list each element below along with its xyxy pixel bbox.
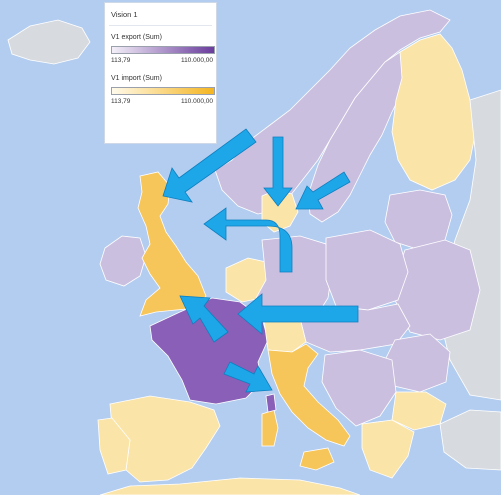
legend-import-min: 113,79 [111,98,131,105]
flow-arrows [162,128,359,393]
region-balkans[interactable] [321,349,397,427]
flow-arrow-denmark-uk[interactable] [203,207,293,273]
legend-separator [109,25,212,26]
region-turkey[interactable] [439,409,501,471]
region-sicily[interactable] [299,447,335,471]
flow-arrow-france-italy[interactable] [223,361,273,393]
legend-title: Vision 1 [111,10,138,19]
region-north-africa[interactable] [99,477,361,495]
legend-panel: Vision 1 V1 export (Sum) 113,79 110.000,… [104,2,217,144]
region-sardinia[interactable] [261,409,279,447]
flow-arrow-france-uk[interactable] [179,295,229,343]
flow-arrow-germany-france[interactable] [237,293,359,335]
region-greece[interactable] [361,419,415,479]
legend-export-min: 113,79 [111,57,131,64]
region-corsica[interactable] [265,393,277,413]
legend-import-max: 110.000,00 [180,98,213,105]
region-iceland[interactable] [7,19,91,65]
region-finland[interactable] [391,33,477,191]
region-portugal[interactable] [97,417,131,475]
flow-arrow-sweden-east-denmark[interactable] [295,171,351,210]
legend-import-gradient [111,87,215,95]
legend-import-label: V1 import (Sum) [111,75,162,82]
region-italy[interactable] [267,343,351,447]
region-ireland[interactable] [99,235,147,287]
region-poland[interactable] [325,229,409,311]
legend-export-gradient [111,46,215,54]
legend-export-max: 110.000,00 [180,57,213,64]
flow-arrow-sweden-denmark[interactable] [263,136,293,207]
flow-arrow-norway-uk[interactable] [162,128,257,203]
region-united-kingdom[interactable] [137,171,207,317]
region-alps[interactable] [263,317,307,353]
legend-export-label: V1 export (Sum) [111,34,162,41]
